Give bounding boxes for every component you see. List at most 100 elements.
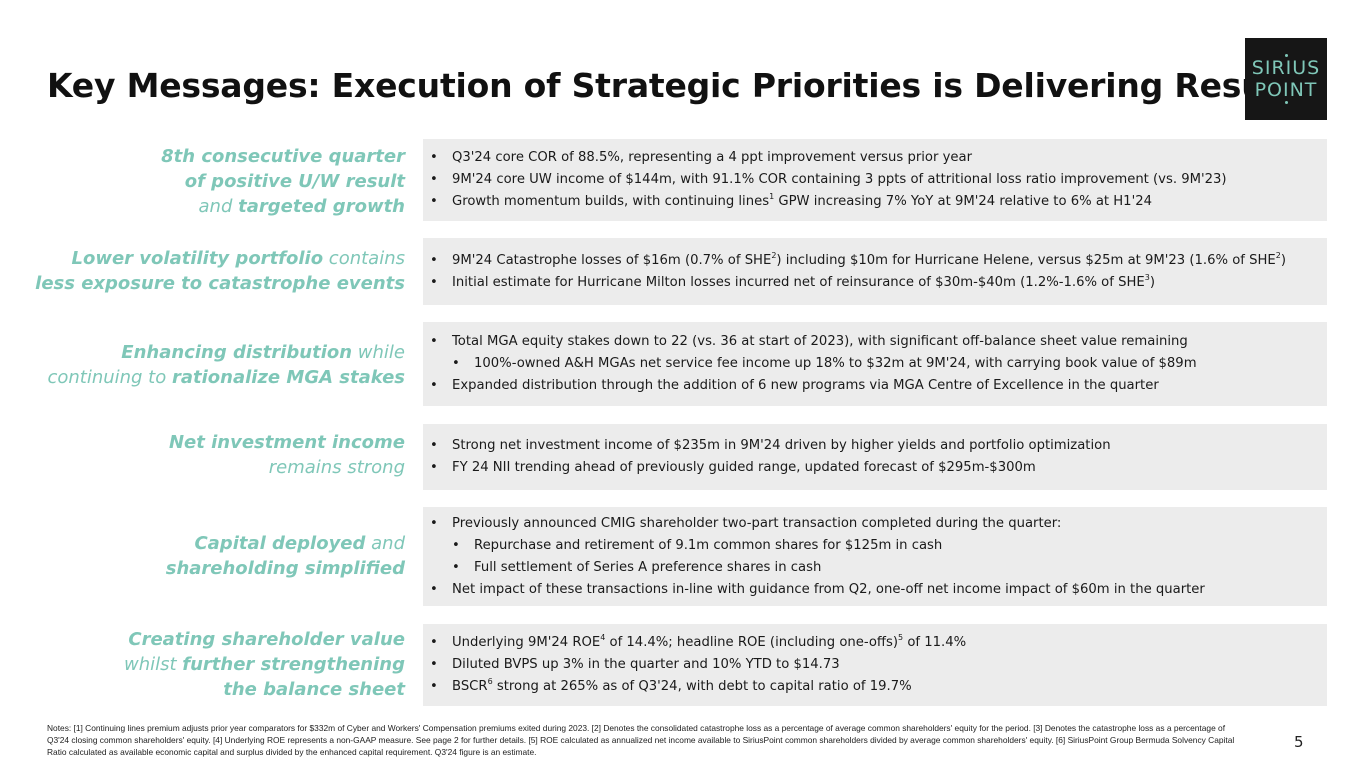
bullet-item: Diluted BVPS up 3% in the quarter and 10… xyxy=(430,654,1327,676)
heading-emphasis: rationalize MGA stakes xyxy=(171,367,405,388)
bullet-text: Net impact of these transactions in-line… xyxy=(452,582,1205,597)
message-heading-line: and targeted growth xyxy=(161,194,405,219)
heading-emphasis: less exposure to catastrophe events xyxy=(35,273,405,294)
message-heading-line: Net investment income xyxy=(169,430,405,455)
footnote-ref: 3 xyxy=(1144,273,1150,282)
bullet-text: Strong net investment income of $235m in… xyxy=(452,438,1111,453)
message-heading: Enhancing distribution while continuing t… xyxy=(47,340,405,390)
message-heading: Net investment income remains strong xyxy=(169,430,405,480)
message-heading-line: of positive U/W result xyxy=(161,169,405,194)
bullet-item: Initial estimate for Hurricane Milton lo… xyxy=(430,272,1327,294)
bullet-text: Initial estimate for Hurricane Milton lo… xyxy=(452,275,1145,290)
bullet-text: ) xyxy=(1280,253,1286,268)
message-heading-line: the balance sheet xyxy=(124,677,405,702)
bullet-text: Underlying 9M'24 ROE xyxy=(452,635,601,650)
bullet-text: Diluted BVPS up 3% in the quarter and 10… xyxy=(452,657,840,672)
footnote-ref: 6 xyxy=(487,677,493,686)
heading-emphasis: 8th consecutive quarter xyxy=(161,146,405,167)
message-heading-line: Creating shareholder value xyxy=(124,627,405,652)
bullet-text: of 14.4%; headline ROE (including one-of… xyxy=(605,635,899,650)
message-heading-line: continuing to rationalize MGA stakes xyxy=(47,365,405,390)
footnote-ref: 2 xyxy=(771,251,777,260)
bullet-item: Previously announced CMIG shareholder tw… xyxy=(430,513,1327,535)
heading-text: contains xyxy=(323,248,405,269)
bullet-text: 9M'24 core UW income of $144m, with 91.1… xyxy=(452,172,1227,187)
logo-dot-icon xyxy=(1284,101,1288,104)
bullet-text: Expanded distribution through the additi… xyxy=(452,378,1159,393)
bullet-text: ) xyxy=(1149,275,1155,290)
message-heading-line: shareholding simplified xyxy=(166,556,405,581)
heading-emphasis: the balance sheet xyxy=(223,679,405,700)
heading-emphasis: further strengthening xyxy=(182,654,405,675)
bullet-text: 100%-owned A&H MGAs net service fee inco… xyxy=(474,356,1197,371)
bullet-item: 9M'24 Catastrophe losses of $16m (0.7% o… xyxy=(430,250,1327,272)
bullet-text: Q3'24 core COR of 88.5%, representing a … xyxy=(452,150,973,165)
message-detail-box: Total MGA equity stakes down to 22 (vs. … xyxy=(423,322,1327,406)
bullet-text: of 11.4% xyxy=(903,635,967,650)
bullet-text: BSCR xyxy=(452,679,488,694)
bullet-text: FY 24 NII trending ahead of previously g… xyxy=(452,460,1036,475)
heading-emphasis: Net investment income xyxy=(168,432,405,453)
page-number: 5 xyxy=(1294,733,1304,751)
siriuspoint-logo: SIRIUS POINT xyxy=(1245,38,1327,120)
message-heading-line: Enhancing distribution while xyxy=(47,340,405,365)
bullet-item: Growth momentum builds, with continuing … xyxy=(430,191,1327,213)
message-detail-box: Q3'24 core COR of 88.5%, representing a … xyxy=(423,139,1327,221)
footnote-ref: 4 xyxy=(600,633,606,642)
message-heading: Capital deployed and shareholding simplif… xyxy=(166,531,405,581)
heading-emphasis: of positive U/W result xyxy=(184,171,405,192)
bullet-text: 9M'24 Catastrophe losses of $16m (0.7% o… xyxy=(452,253,772,268)
footnote-ref: 5 xyxy=(898,633,904,642)
message-heading: Creating shareholder value whilst further… xyxy=(124,627,405,702)
footnotes: Notes: [1] Continuing lines premium adju… xyxy=(47,723,1235,757)
logo-line-2: POINT xyxy=(1254,79,1318,101)
message-heading: 8th consecutive quarter of positive U/W r… xyxy=(161,144,405,219)
bullet-item: FY 24 NII trending ahead of previously g… xyxy=(430,457,1327,479)
bullet-item: BSCR6 strong at 265% as of Q3'24, with d… xyxy=(430,676,1327,698)
logo-dot-icon xyxy=(1284,54,1288,57)
bullet-text: Full settlement of Series A preference s… xyxy=(474,560,822,575)
footnote-ref: 1 xyxy=(769,192,775,201)
heading-emphasis: Creating shareholder value xyxy=(128,629,405,650)
message-heading: Lower volatility portfolio contains less … xyxy=(35,246,405,296)
bullet-item: Total MGA equity stakes down to 22 (vs. … xyxy=(430,331,1327,353)
heading-emphasis: Enhancing distribution xyxy=(121,342,353,363)
message-heading-line: Lower volatility portfolio contains xyxy=(35,246,405,271)
message-detail-box: Underlying 9M'24 ROE4 of 14.4%; headline… xyxy=(423,624,1327,706)
message-heading-line: 8th consecutive quarter xyxy=(161,144,405,169)
logo-line-1: SIRIUS xyxy=(1251,57,1321,79)
heading-text: and xyxy=(365,533,405,554)
heading-emphasis: shareholding simplified xyxy=(165,558,405,579)
bullet-text: ) including $10m for Hurricane Helene, v… xyxy=(776,253,1276,268)
message-detail-box: 9M'24 Catastrophe losses of $16m (0.7% o… xyxy=(423,238,1327,305)
heading-emphasis: Capital deployed xyxy=(194,533,366,554)
bullet-text: Previously announced CMIG shareholder tw… xyxy=(452,516,1062,531)
bullet-item: Underlying 9M'24 ROE4 of 14.4%; headline… xyxy=(430,632,1327,654)
bullet-text: Growth momentum builds, with continuing … xyxy=(452,194,770,209)
sub-bullet-item: 100%-owned A&H MGAs net service fee inco… xyxy=(452,353,1327,375)
heading-text: and xyxy=(198,196,239,217)
page-title: Key Messages: Execution of Strategic Pri… xyxy=(47,66,1311,105)
message-heading-line: less exposure to catastrophe events xyxy=(35,271,405,296)
footnote-ref: 2 xyxy=(1275,251,1281,260)
bullet-item: Q3'24 core COR of 88.5%, representing a … xyxy=(430,147,1327,169)
bullet-text: strong at 265% as of Q3'24, with debt to… xyxy=(492,679,912,694)
message-detail-box: Previously announced CMIG shareholder tw… xyxy=(423,507,1327,606)
sub-bullet-item: Repurchase and retirement of 9.1m common… xyxy=(452,535,1327,557)
sub-bullet-item: Full settlement of Series A preference s… xyxy=(452,557,1327,579)
message-detail-box: Strong net investment income of $235m in… xyxy=(423,424,1327,490)
bullet-item: 9M'24 core UW income of $144m, with 91.1… xyxy=(430,169,1327,191)
heading-text: continuing to xyxy=(47,367,172,388)
heading-text: remains strong xyxy=(268,457,405,478)
message-heading-line: remains strong xyxy=(169,455,405,480)
bullet-item: Net impact of these transactions in-line… xyxy=(430,579,1327,601)
heading-text: whilst xyxy=(123,654,183,675)
bullet-item: Expanded distribution through the additi… xyxy=(430,375,1327,397)
bullet-text: Repurchase and retirement of 9.1m common… xyxy=(474,538,943,553)
bullet-item: Strong net investment income of $235m in… xyxy=(430,435,1327,457)
message-heading-line: Capital deployed and xyxy=(166,531,405,556)
heading-text: while xyxy=(352,342,405,363)
heading-emphasis: targeted growth xyxy=(238,196,405,217)
bullet-text: Total MGA equity stakes down to 22 (vs. … xyxy=(452,334,1188,349)
heading-emphasis: Lower volatility portfolio xyxy=(71,248,324,269)
